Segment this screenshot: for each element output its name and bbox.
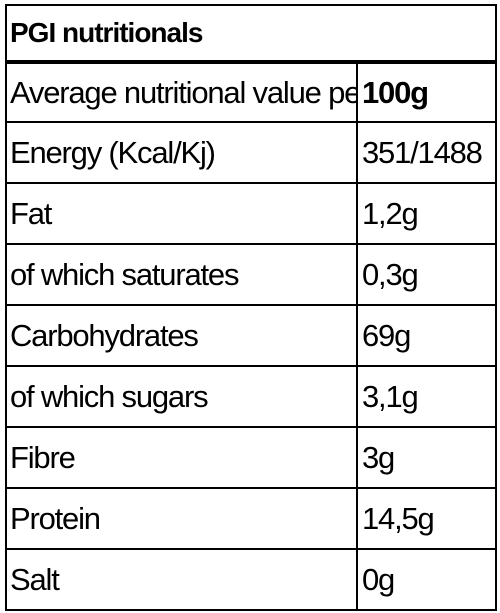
row-label: Energy (Kcal/Kj) xyxy=(7,123,358,182)
table-row-carbohydrates: Carbohydrates 69g xyxy=(7,304,495,365)
row-label: of which sugars xyxy=(7,367,358,426)
row-label: Protein xyxy=(7,489,358,548)
row-label: Average nutritional value per xyxy=(7,64,358,121)
table-row-salt: Salt 0g xyxy=(7,548,495,609)
row-value: 1,2g xyxy=(362,195,419,231)
table-row-header: Average nutritional value per 100g xyxy=(7,60,495,121)
row-label: of which saturates xyxy=(7,245,358,304)
table-row-fibre: Fibre 3g xyxy=(7,426,495,487)
row-value: 14,5g xyxy=(362,500,435,536)
row-value: 100g xyxy=(362,74,429,110)
row-label: Fibre xyxy=(7,428,358,487)
table-row-fat: Fat 1,2g xyxy=(7,182,495,243)
table-row-protein: Protein 14,5g xyxy=(7,487,495,548)
row-label: Carbohydrates xyxy=(7,306,358,365)
row-value: 0,3g xyxy=(362,256,419,292)
row-value: 3,1g xyxy=(362,378,419,414)
table-title: PGI nutritionals xyxy=(7,4,495,60)
table-row-energy: Energy (Kcal/Kj) 351/1488 xyxy=(7,121,495,182)
table-row-sugars: of which sugars 3,1g xyxy=(7,365,495,426)
row-label: Salt xyxy=(7,550,358,609)
nutrition-table: PGI nutritionals Average nutritional val… xyxy=(5,4,497,611)
row-value: 0g xyxy=(362,561,395,597)
row-label: Fat xyxy=(7,184,358,243)
row-value: 3g xyxy=(362,439,395,475)
row-value: 69g xyxy=(362,317,411,353)
table-row-saturates: of which saturates 0,3g xyxy=(7,243,495,304)
row-value: 351/1488 xyxy=(362,134,483,170)
